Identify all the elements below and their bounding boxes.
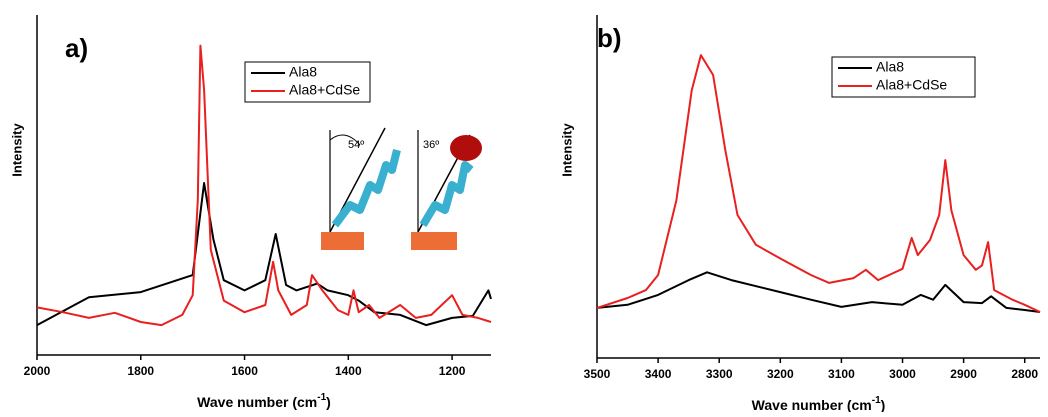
x-tick-label: 3000 xyxy=(889,367,916,381)
inset-illustration: 54º 36º xyxy=(321,127,482,250)
panel-label: b) xyxy=(597,23,622,53)
legend-box xyxy=(831,56,976,98)
legend-box xyxy=(244,61,371,103)
legend-label: Ala8+CdSe xyxy=(289,82,360,98)
x-tick-label: 1800 xyxy=(127,364,154,378)
x-axis-label-part: Wave number (cm xyxy=(752,397,872,412)
x-tick-label: 1600 xyxy=(231,364,258,378)
x-axis-label-part: ) xyxy=(881,397,886,412)
x-axis-label-part: ) xyxy=(326,394,331,410)
x-tick-label: 3200 xyxy=(767,367,794,381)
x-tick-label: 2900 xyxy=(950,367,977,381)
data-line xyxy=(36,44,492,327)
x-axis-label-part: -1 xyxy=(317,392,326,403)
x-tick-label: 3300 xyxy=(706,367,733,381)
x-tick-label: 1200 xyxy=(439,364,466,378)
x-axis-label: Wave number (cm-1) xyxy=(197,392,331,410)
x-tick-label: 3100 xyxy=(828,367,855,381)
legend-label: Ala8 xyxy=(876,59,904,75)
panel-label: a) xyxy=(65,33,88,63)
x-tick-label: 2000 xyxy=(24,364,51,378)
angle-label: 54º xyxy=(348,139,364,151)
x-tick-label: 2800 xyxy=(1011,367,1038,381)
y-axis-label: Intensity xyxy=(559,123,574,177)
x-axis-label-part: -1 xyxy=(872,395,881,406)
x-tick-label: 3500 xyxy=(584,367,611,381)
x-axis-label-part: Wave number (cm xyxy=(197,394,317,410)
data-line xyxy=(36,182,492,327)
angle-label: 36º xyxy=(423,139,439,151)
data-line xyxy=(596,54,1041,313)
x-axis-label: Wave number (cm-1) xyxy=(752,395,886,412)
x-tick-label: 3400 xyxy=(645,367,672,381)
x-tick-label: 1400 xyxy=(335,364,362,378)
legend-label: Ala8+CdSe xyxy=(876,77,947,93)
data-line xyxy=(596,271,1041,313)
y-axis-label: Intensity xyxy=(9,123,24,177)
legend-label: Ala8 xyxy=(289,64,317,80)
